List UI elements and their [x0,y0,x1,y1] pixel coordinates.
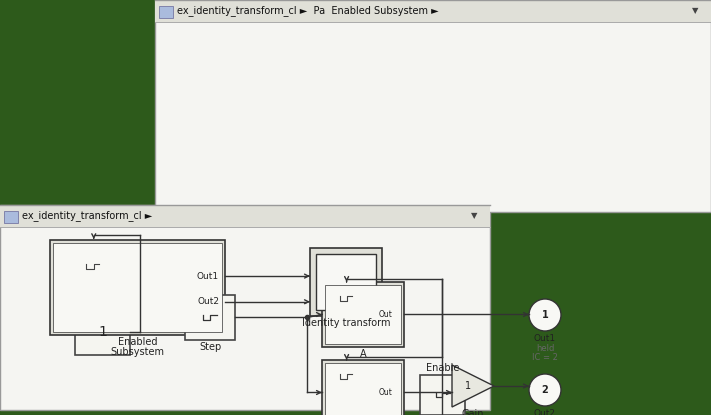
FancyBboxPatch shape [159,6,173,18]
Text: IC = 2: IC = 2 [532,353,558,362]
Text: A: A [360,349,366,359]
Ellipse shape [529,299,561,331]
Text: ex_identity_transform_cl ►: ex_identity_transform_cl ► [22,210,152,222]
FancyBboxPatch shape [0,205,490,227]
FancyBboxPatch shape [155,0,711,212]
Text: ▼: ▼ [471,212,477,220]
Text: Out: Out [379,310,393,319]
Text: ▼: ▼ [692,7,698,15]
Text: 1: 1 [98,325,107,339]
FancyBboxPatch shape [316,254,376,310]
Text: held: held [536,344,554,353]
FancyBboxPatch shape [322,360,404,415]
Text: Subsystem: Subsystem [110,347,164,357]
Text: Out: Out [379,388,393,397]
Text: Step: Step [199,342,221,352]
Text: Out1: Out1 [534,334,556,343]
Polygon shape [452,365,494,407]
Text: Identity transform: Identity transform [301,318,390,328]
FancyBboxPatch shape [325,363,401,415]
Text: Gain: Gain [461,409,484,415]
Text: Out2: Out2 [534,409,556,415]
Text: 1: 1 [465,381,471,391]
FancyBboxPatch shape [4,211,18,223]
FancyBboxPatch shape [75,310,130,355]
Text: ex_identity_transform_cl ►  Pa  Enabled Subsystem ►: ex_identity_transform_cl ► Pa Enabled Su… [177,5,439,17]
FancyBboxPatch shape [185,295,235,340]
Text: Out2: Out2 [197,297,219,306]
FancyBboxPatch shape [0,205,490,410]
FancyBboxPatch shape [310,248,382,316]
FancyBboxPatch shape [50,240,225,335]
FancyBboxPatch shape [53,243,222,332]
Text: 2: 2 [542,385,548,395]
Text: 1: 1 [542,310,548,320]
FancyBboxPatch shape [322,282,404,347]
FancyBboxPatch shape [420,375,465,415]
Text: Enabled: Enabled [118,337,157,347]
Text: Out1: Out1 [197,271,219,281]
Ellipse shape [529,374,561,406]
FancyBboxPatch shape [325,285,401,344]
Text: Enable: Enable [426,363,459,373]
FancyBboxPatch shape [155,0,711,22]
